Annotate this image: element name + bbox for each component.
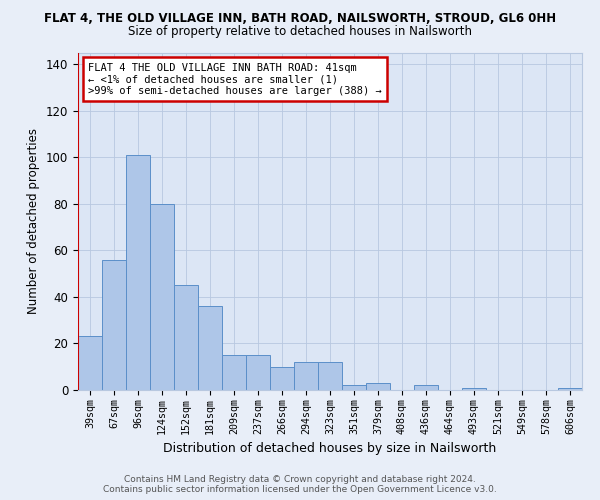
- Bar: [151, 204, 173, 390]
- Bar: [271, 366, 293, 390]
- Y-axis label: Number of detached properties: Number of detached properties: [28, 128, 40, 314]
- Bar: [79, 336, 101, 390]
- Bar: [319, 362, 341, 390]
- Bar: [463, 388, 485, 390]
- Bar: [175, 286, 197, 390]
- Bar: [343, 386, 365, 390]
- Text: Contains HM Land Registry data © Crown copyright and database right 2024.
Contai: Contains HM Land Registry data © Crown c…: [103, 474, 497, 494]
- X-axis label: Distribution of detached houses by size in Nailsworth: Distribution of detached houses by size …: [163, 442, 497, 455]
- Bar: [367, 383, 389, 390]
- Bar: [127, 155, 149, 390]
- Bar: [103, 260, 125, 390]
- Bar: [247, 355, 269, 390]
- Bar: [295, 362, 317, 390]
- Text: FLAT 4, THE OLD VILLAGE INN, BATH ROAD, NAILSWORTH, STROUD, GL6 0HH: FLAT 4, THE OLD VILLAGE INN, BATH ROAD, …: [44, 12, 556, 26]
- Bar: [223, 355, 245, 390]
- Bar: [559, 388, 581, 390]
- Text: Size of property relative to detached houses in Nailsworth: Size of property relative to detached ho…: [128, 24, 472, 38]
- Bar: [415, 386, 437, 390]
- Text: FLAT 4 THE OLD VILLAGE INN BATH ROAD: 41sqm
← <1% of detached houses are smaller: FLAT 4 THE OLD VILLAGE INN BATH ROAD: 41…: [88, 62, 382, 96]
- Bar: [199, 306, 221, 390]
